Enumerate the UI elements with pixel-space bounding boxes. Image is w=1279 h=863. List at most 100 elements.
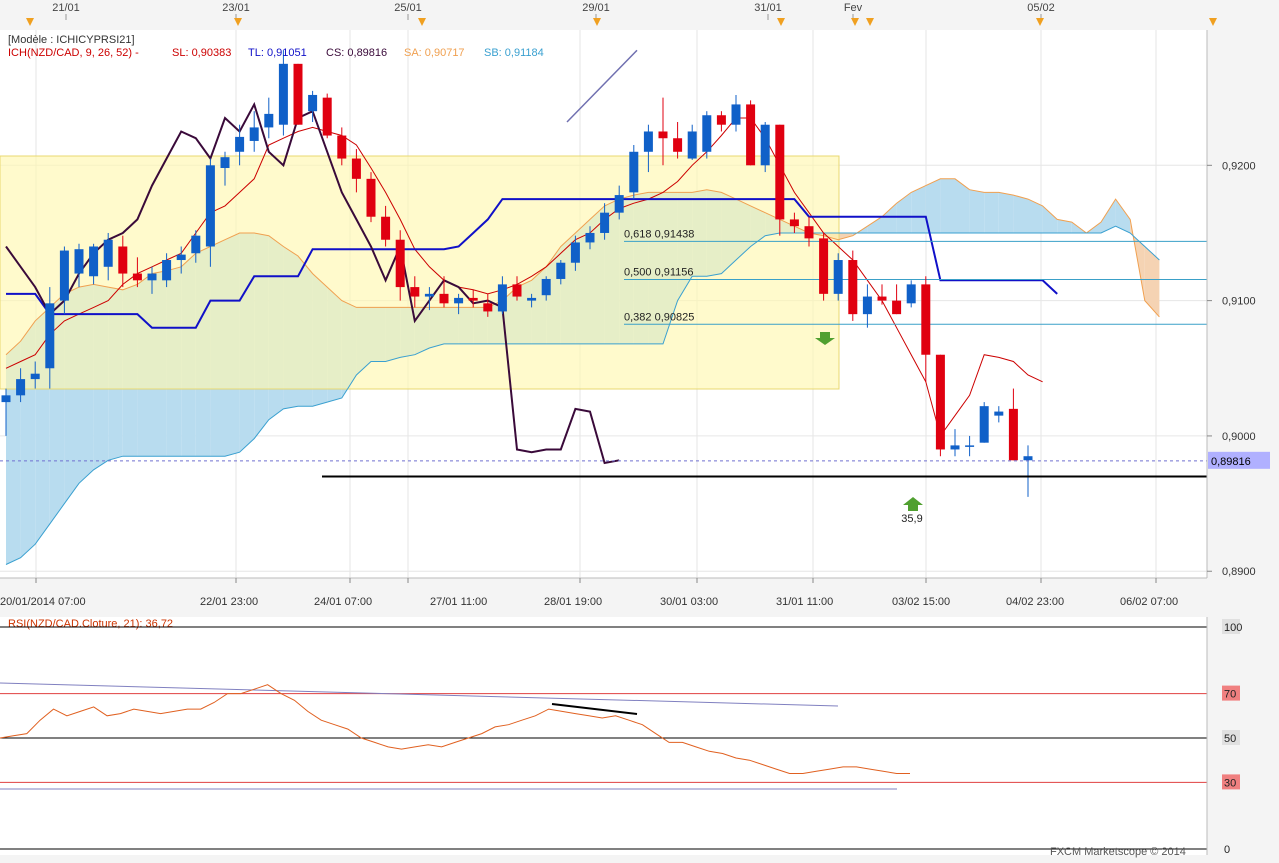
candle-body xyxy=(775,124,785,220)
candle-body xyxy=(103,239,113,267)
top-axis-label: 29/01 xyxy=(582,2,610,14)
sell-signal-arrow-icon xyxy=(815,332,835,345)
cloud-segment xyxy=(1028,199,1043,233)
cloud-segment xyxy=(852,226,868,236)
candle-body xyxy=(191,235,201,254)
candle-body xyxy=(527,297,537,301)
candle-body xyxy=(308,94,318,112)
rsi-level-label: 0 xyxy=(1224,844,1230,856)
candle-body xyxy=(848,260,858,315)
candle-body xyxy=(483,303,493,312)
rsi-level-label: 30 xyxy=(1224,777,1236,789)
cloud-segment xyxy=(911,185,926,233)
candle-body xyxy=(746,104,756,166)
candle-body xyxy=(541,278,551,296)
candle-body xyxy=(205,165,215,247)
candle-body xyxy=(585,232,595,243)
indicator-legend: [Modèle : ICHICYPRSI21] ICH(NZD/CAD, 9, … xyxy=(8,34,544,59)
candle-body xyxy=(804,226,814,239)
candle-body xyxy=(716,115,726,125)
legend-sb: SB: 0,91184 xyxy=(484,47,544,59)
kijun-sen-line xyxy=(6,198,1058,329)
cloud-segment xyxy=(955,178,970,233)
event-marker-icon xyxy=(777,18,785,26)
event-marker-icon xyxy=(1036,18,1044,26)
time-axis-label: 31/01 11:00 xyxy=(776,596,833,608)
top-axis-bg xyxy=(0,0,1279,30)
cloud-segment xyxy=(984,192,999,233)
candle-body xyxy=(59,250,69,301)
trend-line xyxy=(566,49,638,123)
legend-ich: ICH(NZD/CAD, 9, 26, 52) - xyxy=(8,47,139,59)
cloud-segment xyxy=(1144,246,1160,317)
candle-body xyxy=(439,293,449,304)
candle-body xyxy=(833,260,843,294)
candle-body xyxy=(1023,456,1033,461)
candle-body xyxy=(877,296,887,301)
legend-sa: SA: 0,90717 xyxy=(404,47,465,59)
rsi-legend: RSI(NZD/CAD.Cloture, 21): 36,72 xyxy=(8,618,173,630)
candle-body xyxy=(512,284,522,297)
candle-body xyxy=(132,273,142,281)
top-time-axis: 21/01 23/01 25/01 29/01 31/01 Fev 05/02 xyxy=(0,0,1279,30)
price-axis-label: 0,8900 xyxy=(1222,566,1256,578)
candle-body xyxy=(454,297,464,304)
event-marker-icon xyxy=(1209,18,1217,26)
cloud-segment xyxy=(838,232,853,240)
fibonacci-levels: 0,618 0,91438 0,500 0,91156 0,382 0,90825 xyxy=(566,49,1207,325)
tenkan-sen-line xyxy=(5,117,1043,438)
candle-body xyxy=(658,131,668,139)
cloud-segment xyxy=(925,178,941,233)
price-axis-label: 0,9000 xyxy=(1222,431,1256,443)
rsi-divergence-line xyxy=(551,703,638,715)
cloud-segment xyxy=(1057,219,1072,233)
candle-body xyxy=(468,297,478,301)
event-marker-icon xyxy=(418,18,426,26)
top-axis-label: 05/02 xyxy=(1027,2,1055,14)
candle-body xyxy=(118,246,128,274)
candle-body xyxy=(935,354,945,450)
buy-signal-arrow-icon xyxy=(903,497,923,511)
top-axis-label: 23/01 xyxy=(222,2,250,14)
annotations: 35,9 xyxy=(0,332,1207,525)
rsi-level-tag xyxy=(1222,841,1240,856)
fib-level-label: 0,618 0,91438 xyxy=(624,228,694,240)
top-axis-label: 21/01 xyxy=(52,2,80,14)
candle-body xyxy=(556,262,566,279)
candle-body xyxy=(673,138,683,152)
cloud-segment xyxy=(1115,199,1131,233)
top-axis-label: 31/01 xyxy=(754,2,782,14)
candle-body xyxy=(906,284,916,304)
cloud-segment xyxy=(896,192,912,233)
time-axis-label: 04/02 23:00 xyxy=(1006,596,1064,608)
legend-cs: CS: 0,89816 xyxy=(326,47,387,59)
event-marker-icon xyxy=(866,18,874,26)
fib-level-label: 0,500 0,91156 xyxy=(624,267,694,279)
candle-body xyxy=(979,406,989,443)
time-axis-label: 30/01 03:00 xyxy=(660,596,718,608)
rsi-line xyxy=(0,684,910,774)
candle-body xyxy=(264,113,274,128)
candle-body xyxy=(89,246,99,277)
rsi-annotation: 35,9 xyxy=(901,513,922,525)
time-axis: 20/01/2014 07:00 22/01 23:00 24/01 07:00 27… xyxy=(0,577,1207,608)
candle-body xyxy=(293,63,303,125)
candle-body xyxy=(921,284,931,355)
candle-body xyxy=(950,445,960,450)
senkou-span-b-line xyxy=(5,225,1160,565)
candle-body xyxy=(760,124,770,166)
rsi-plot-area[interactable] xyxy=(0,617,1207,855)
candle-body xyxy=(410,287,420,297)
candle-body xyxy=(45,303,55,369)
time-axis-label: 24/01 07:00 xyxy=(314,596,372,608)
candle-body xyxy=(862,296,872,315)
candle-body xyxy=(147,273,157,281)
candle-body xyxy=(366,178,376,217)
rsi-level-label: 70 xyxy=(1224,689,1236,701)
candle-body xyxy=(16,379,26,396)
event-marker-icon xyxy=(593,18,601,26)
time-axis-label: 06/02 07:00 xyxy=(1120,596,1178,608)
rsi-level-tag xyxy=(1222,685,1240,701)
